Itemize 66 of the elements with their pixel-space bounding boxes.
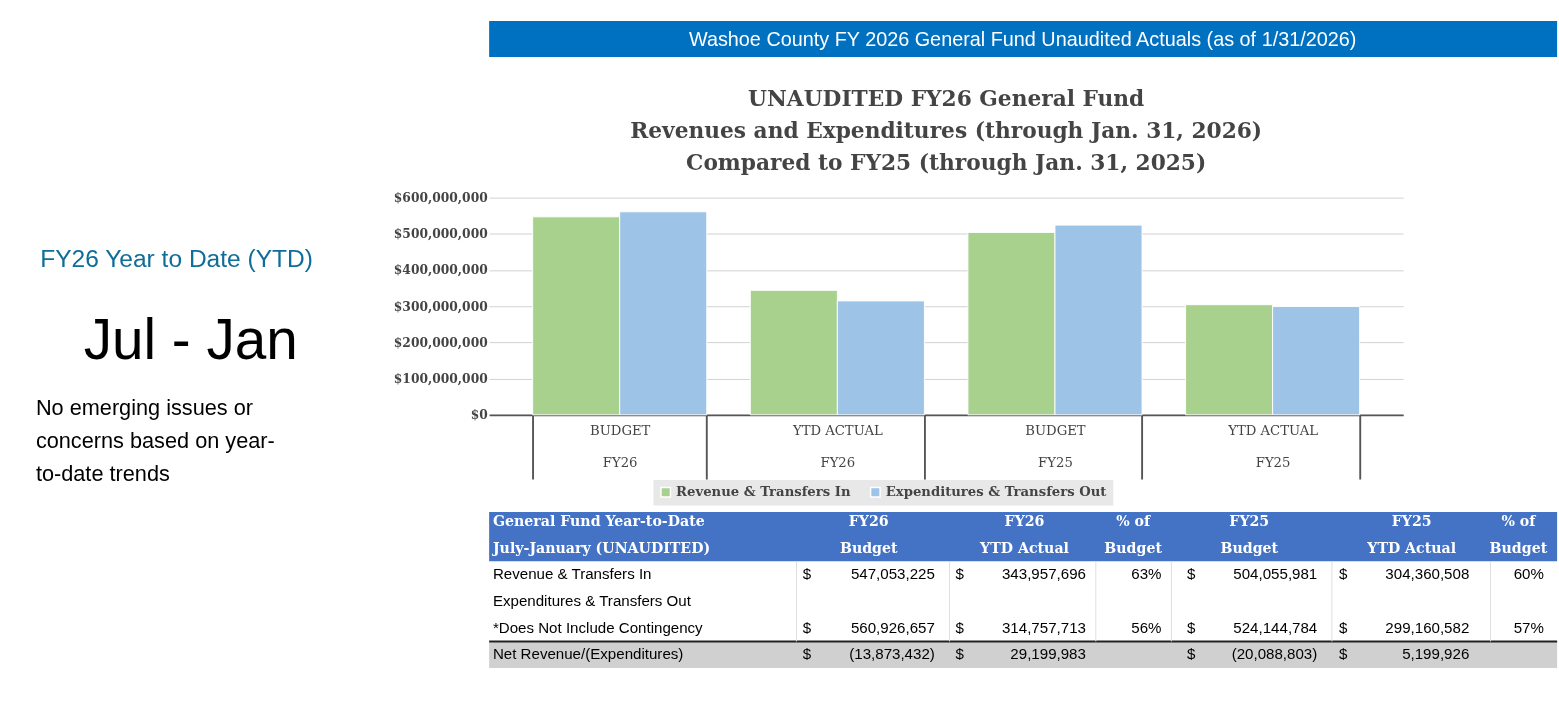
text: 299,160,582 [1385,618,1470,636]
text: Washoe County FY 2026 General Fund Unaudited Actuals (as of 1/31/2026) [688,27,1357,50]
text: $ [1186,565,1196,583]
text: $ [1338,618,1348,636]
category-label: BUDGET FY25 [1025,423,1086,471]
text: General Fund Year-to-Date [492,513,705,530]
y-tick-label: $0 [470,407,488,423]
text: (13,873,432) [849,645,935,663]
text: 29,199,983 [1010,645,1086,663]
text: UNAUDITED FY26 General Fund [748,86,1145,112]
text: FY25 [1391,513,1432,530]
text: % of [1501,513,1537,530]
text: FY26 [1004,513,1045,530]
text: (20,088,803) [1231,645,1318,663]
text: July-January (UNAUDITED) [490,539,711,556]
text: $ [1338,645,1348,663]
text: Revenue & Transfers In [492,565,652,583]
text: Compared to FY25 (through Jan. 31, 2025) [686,150,1207,176]
text: Net Revenue/(Expenditures) [492,645,684,663]
text: FY26 [848,513,889,530]
y-tick-label: $500,000,000 [393,226,488,242]
text: 57% [1513,618,1544,636]
y-tick-label: $100,000,000 [393,370,488,386]
text: $ [1186,618,1196,636]
text: % of [1116,513,1151,530]
text: $ [802,565,812,583]
text: Budget [1104,539,1163,556]
legend-label: Expenditures & Transfers Out [885,484,1108,500]
text: 304,360,508 [1385,565,1470,583]
y-tick-label: $400,000,000 [393,262,488,278]
text: $ [955,565,965,583]
y-tick-label: $200,000,000 [393,334,488,350]
text: No emerging issues or concerns based on year- to-date trends [35,394,275,486]
text: Budget [1220,539,1279,556]
y-tick-label: $300,000,000 [393,298,488,314]
text: 5,199,926 [1402,645,1470,663]
text: $ [955,618,965,636]
text: Revenues and Expenditures (through Jan. 31, 2026) [630,118,1263,144]
text: $ [1338,565,1348,583]
text: YTD Actual [1366,539,1457,556]
category-label: YTD ACTUAL FY26 [792,423,883,471]
text: $ [802,645,812,663]
text: 524,144,784 [1233,618,1318,636]
text: $ [955,645,965,663]
text: 547,053,225 [850,565,935,583]
text: YTD Actual [979,539,1070,556]
category-label: BUDGET FY26 [589,423,651,471]
text: 60% [1513,565,1544,583]
text: Jul - Jan [83,308,298,372]
text: $ [802,618,812,636]
text: 343,957,696 [1001,565,1086,583]
text: FY25 [1229,513,1270,530]
text: Budget [839,539,898,556]
text: Expenditures & Transfers Out [492,591,692,609]
text: 63% [1131,565,1162,583]
text: 314,757,713 [1001,618,1086,636]
text: Budget [1489,539,1548,556]
text: *Does Not Include Contingency [492,618,704,636]
text: 56% [1131,618,1162,636]
text: 504,055,981 [1233,565,1318,583]
y-tick-label: $600,000,000 [393,189,488,205]
text: 560,926,657 [850,618,935,636]
legend-label: Revenue & Transfers In [676,484,851,500]
text: FY26 Year to Date (YTD) [40,244,314,272]
category-label: YTD ACTUAL FY25 [1228,423,1318,471]
text: $ [1186,645,1196,663]
